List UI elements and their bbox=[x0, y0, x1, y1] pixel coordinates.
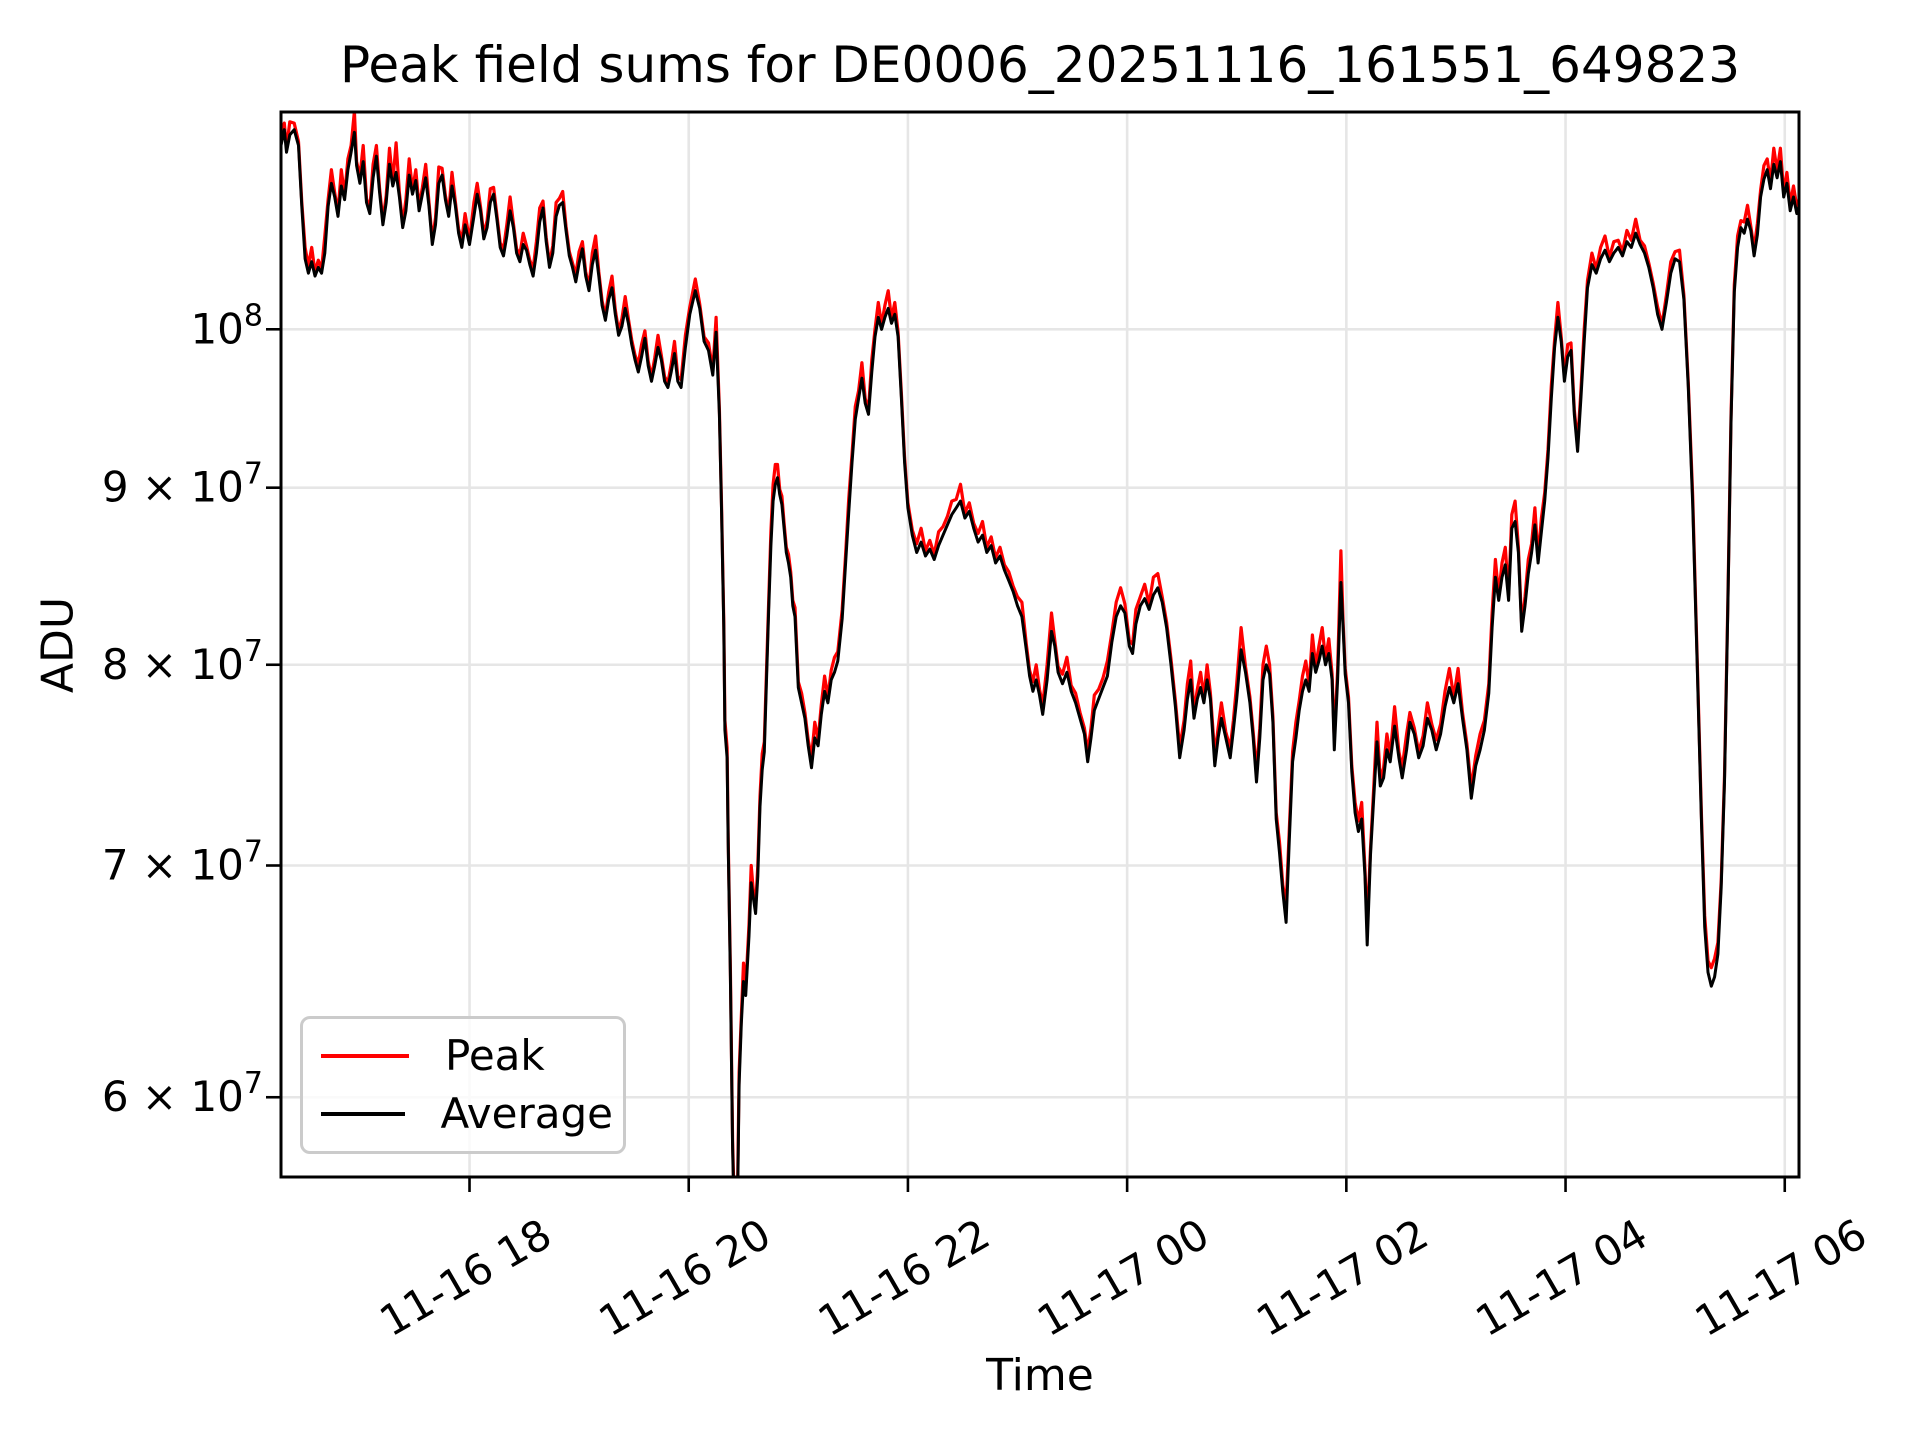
average-line-swatch bbox=[321, 1112, 405, 1116]
plot-border bbox=[279, 110, 1801, 1179]
y-tick-label: 6 × 107 bbox=[102, 1066, 263, 1121]
legend-label-average: Average bbox=[440, 1089, 613, 1138]
x-axis-label: Time bbox=[986, 1350, 1094, 1401]
x-tick-label: 11-17 02 bbox=[1248, 1209, 1436, 1346]
average-series-line bbox=[281, 128, 1799, 1177]
x-tick-label: 11-16 18 bbox=[371, 1209, 559, 1346]
x-tick-label: 11-16 20 bbox=[591, 1209, 779, 1346]
legend-entry-average: Average bbox=[321, 1093, 613, 1135]
y-axis-label: ADU bbox=[32, 596, 84, 694]
legend-entry-peak: Peak bbox=[321, 1035, 613, 1077]
y-tick-label: 9 × 107 bbox=[102, 457, 263, 512]
chart-title: Peak field sums for DE0006_20251116_1615… bbox=[340, 36, 1740, 94]
legend-label-peak: Peak bbox=[445, 1031, 545, 1080]
y-tick-label: 108 bbox=[190, 298, 263, 353]
x-tick-label: 11-17 04 bbox=[1468, 1209, 1656, 1346]
x-tick-label: 11-17 00 bbox=[1029, 1209, 1217, 1346]
y-tick-label: 8 × 107 bbox=[102, 634, 263, 689]
x-tick-label: 11-16 22 bbox=[810, 1209, 998, 1346]
legend: Peak Average bbox=[300, 1016, 626, 1154]
x-tick-label: 11-17 06 bbox=[1687, 1209, 1875, 1346]
peak-line-swatch bbox=[321, 1054, 409, 1058]
y-tick-label: 7 × 107 bbox=[102, 835, 263, 890]
